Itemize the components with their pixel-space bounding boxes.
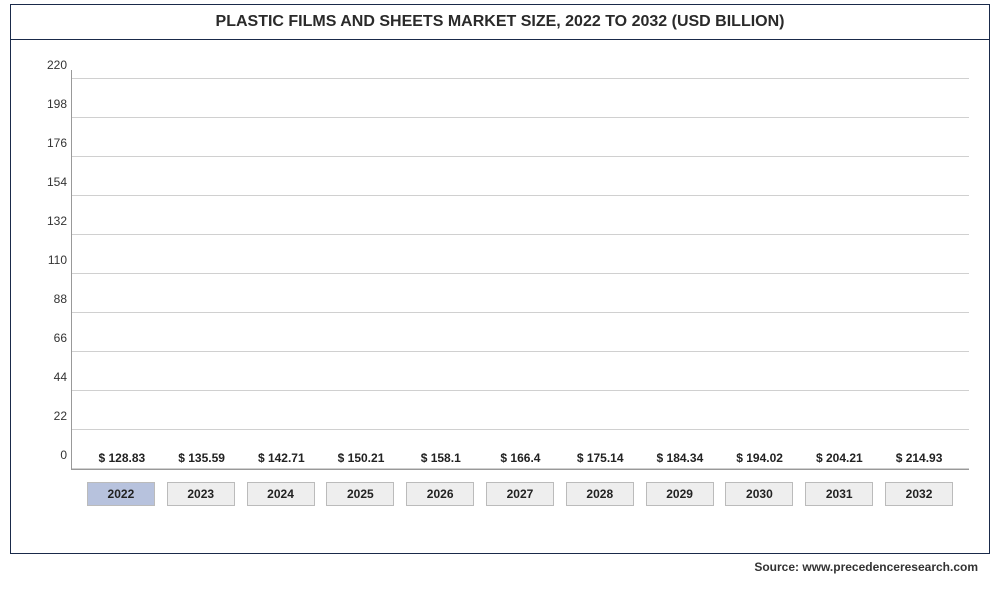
x-category-label: 2029 (646, 482, 714, 506)
gridline (72, 156, 969, 157)
y-tick-label: 132 (32, 214, 67, 228)
y-tick-label: 0 (32, 448, 67, 462)
x-category-label: 2030 (725, 482, 793, 506)
x-category-label: 2032 (885, 482, 953, 506)
y-tick-label: 22 (32, 409, 67, 423)
chart-title: PLASTIC FILMS AND SHEETS MARKET SIZE, 20… (11, 5, 989, 40)
chart-container: PLASTIC FILMS AND SHEETS MARKET SIZE, 20… (10, 4, 990, 554)
x-category-label: 2023 (167, 482, 235, 506)
bar-wrap: $ 142.71 (247, 451, 315, 469)
bar-wrap: $ 128.83 (88, 451, 156, 469)
bars-group: $ 128.83 $ 135.59 $ 142.71 $ 150.21 $ 158.1 $… (72, 70, 969, 469)
bar-value-label: $ 135.59 (178, 451, 225, 465)
bar-wrap: $ 175.14 (566, 451, 634, 469)
x-category-label: 2022 (87, 482, 155, 506)
bar-wrap: $ 194.02 (726, 451, 794, 469)
chart-area: $ 128.83 $ 135.59 $ 142.71 $ 150.21 $ 158.1 $… (11, 40, 989, 520)
gridline (72, 195, 969, 196)
y-tick-label: 88 (32, 292, 67, 306)
bar-wrap: $ 204.21 (805, 451, 873, 469)
bar-wrap: $ 166.4 (486, 451, 554, 469)
bar-value-label: $ 184.34 (657, 451, 704, 465)
y-tick-label: 44 (32, 370, 67, 384)
bar-value-label: $ 166.4 (500, 451, 540, 465)
bar-value-label: $ 142.71 (258, 451, 305, 465)
gridline (72, 351, 969, 352)
gridline (72, 312, 969, 313)
bar-value-label: $ 158.1 (421, 451, 461, 465)
y-tick-label: 110 (32, 253, 67, 267)
y-tick-label: 176 (32, 136, 67, 150)
bar-wrap: $ 150.21 (327, 451, 395, 469)
x-category-label: 2028 (566, 482, 634, 506)
x-category-label: 2024 (247, 482, 315, 506)
bar-value-label: $ 194.02 (736, 451, 783, 465)
y-tick-label: 66 (32, 331, 67, 345)
bar-value-label: $ 150.21 (338, 451, 385, 465)
x-axis: 2022 2023 2024 2025 2026 2027 2028 2029 2030 2031… (71, 482, 969, 506)
source-attribution: Source: www.precedenceresearch.com (754, 560, 978, 574)
bar-wrap: $ 135.59 (168, 451, 236, 469)
y-tick-label: 154 (32, 175, 67, 189)
bar-value-label: $ 175.14 (577, 451, 624, 465)
gridline (72, 234, 969, 235)
bar-value-label: $ 204.21 (816, 451, 863, 465)
x-category-label: 2026 (406, 482, 474, 506)
y-tick-label: 198 (32, 97, 67, 111)
bar-wrap: $ 158.1 (407, 451, 475, 469)
gridline (72, 117, 969, 118)
gridline (72, 273, 969, 274)
gridline (72, 390, 969, 391)
bar-value-label: $ 128.83 (99, 451, 146, 465)
y-tick-label: 220 (32, 58, 67, 72)
bar-wrap: $ 214.93 (885, 451, 953, 469)
bar-value-label: $ 214.93 (896, 451, 943, 465)
plot-region: $ 128.83 $ 135.59 $ 142.71 $ 150.21 $ 158.1 $… (71, 70, 969, 470)
x-category-label: 2031 (805, 482, 873, 506)
x-category-label: 2025 (326, 482, 394, 506)
gridline (72, 468, 969, 469)
bar-wrap: $ 184.34 (646, 451, 714, 469)
gridline (72, 78, 969, 79)
x-category-label: 2027 (486, 482, 554, 506)
gridline (72, 429, 969, 430)
